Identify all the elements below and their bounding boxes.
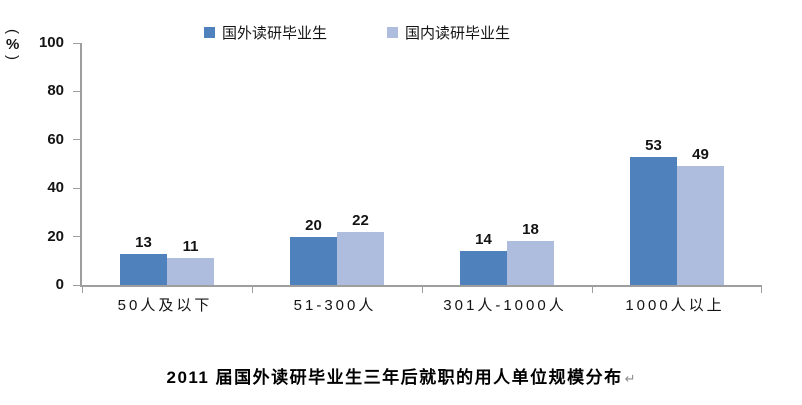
legend-swatch-icon <box>204 27 215 38</box>
x-axis-category-label: 50人及以下 <box>117 297 213 314</box>
chart-title-text: 2011 届国外读研毕业生三年后就职的用人单位规模分布 <box>166 368 623 387</box>
y-axis-tick <box>73 187 82 189</box>
chart-legend: 国外读研毕业生 国内读研毕业生 <box>204 22 510 43</box>
bar-groups: 13 11 20 22 14 18 53 49 <box>82 43 762 285</box>
chart-title: 2011 届国外读研毕业生三年后就职的用人单位规模分布 ↵ <box>0 363 802 388</box>
bar-series-1 <box>120 253 167 285</box>
y-axis-tick-label: 80 <box>47 82 64 100</box>
x-axis-labels: 50人及以下 51-300人 301人-1000人 1000人以上 <box>80 294 760 315</box>
x-axis-tick <box>82 287 83 293</box>
bar-series-1 <box>630 156 677 285</box>
bar-group: 13 11 <box>82 43 252 285</box>
bar-column: 14 <box>460 43 507 285</box>
y-axis-tick-label: 20 <box>47 227 64 245</box>
percent-symbol: % <box>6 36 20 53</box>
bar-series-1 <box>290 236 337 285</box>
bar-value-label: 49 <box>692 146 709 164</box>
y-axis-tick-label: 60 <box>47 130 64 148</box>
bar-series-2 <box>507 241 554 285</box>
paren-open-glyph: ( <box>4 29 22 34</box>
legend-item-1: 国外读研毕业生 <box>204 22 327 43</box>
bar-column: 11 <box>167 43 214 285</box>
x-axis-tick <box>592 287 593 293</box>
y-axis-tick <box>73 284 82 286</box>
bar-column: 13 <box>120 43 167 285</box>
legend-swatch-icon <box>387 27 399 38</box>
y-axis-tick-label: 100 <box>38 34 64 51</box>
bar-column: 18 <box>507 43 554 285</box>
bar-series-2 <box>677 166 724 285</box>
bar-value-label: 18 <box>522 221 539 239</box>
bar-value-label: 14 <box>475 231 492 249</box>
bar-column: 20 <box>290 43 337 285</box>
x-axis-tick <box>761 287 762 293</box>
bar-group: 14 18 <box>422 43 592 285</box>
y-axis-unit-label: ( % ) <box>4 27 22 62</box>
x-axis-category-label: 1000人以上 <box>625 297 725 314</box>
plot-area: 0 20 40 60 80 100 13 11 20 22 14 18 53 49 <box>39 34 762 293</box>
bar-series-2 <box>167 258 214 285</box>
y-axis-tick <box>73 42 82 44</box>
bar-value-label: 11 <box>182 238 199 256</box>
x-axis-category-label: 51-300人 <box>293 297 377 314</box>
bar-value-label: 22 <box>352 211 369 229</box>
bar-group: 53 49 <box>592 43 762 285</box>
bar-column: 49 <box>677 43 724 285</box>
bar-value-label: 20 <box>305 216 322 234</box>
bar-group: 20 22 <box>252 43 422 285</box>
x-axis-category-label: 301人-1000人 <box>443 297 567 314</box>
bar-column: 53 <box>630 43 677 285</box>
x-axis-tick <box>252 287 253 293</box>
legend-item-2: 国内读研毕业生 <box>387 22 510 43</box>
bar-column: 22 <box>337 43 384 285</box>
paragraph-mark-icon: ↵ <box>624 371 636 386</box>
paren-close-glyph: ) <box>4 55 22 60</box>
y-axis-tick-label: 40 <box>47 179 64 197</box>
y-axis-tick <box>73 236 82 238</box>
bar-value-label: 53 <box>645 136 662 154</box>
x-axis-tick <box>422 287 423 293</box>
y-axis-tick <box>73 139 82 141</box>
y-axis-tick <box>73 90 82 92</box>
legend-label: 国外读研毕业生 <box>222 25 328 42</box>
bar-series-2 <box>337 231 384 285</box>
bar-series-1 <box>460 251 507 285</box>
y-axis-tick-label: 0 <box>55 276 64 293</box>
legend-label: 国内读研毕业生 <box>405 25 511 42</box>
bar-value-label: 13 <box>135 233 152 251</box>
